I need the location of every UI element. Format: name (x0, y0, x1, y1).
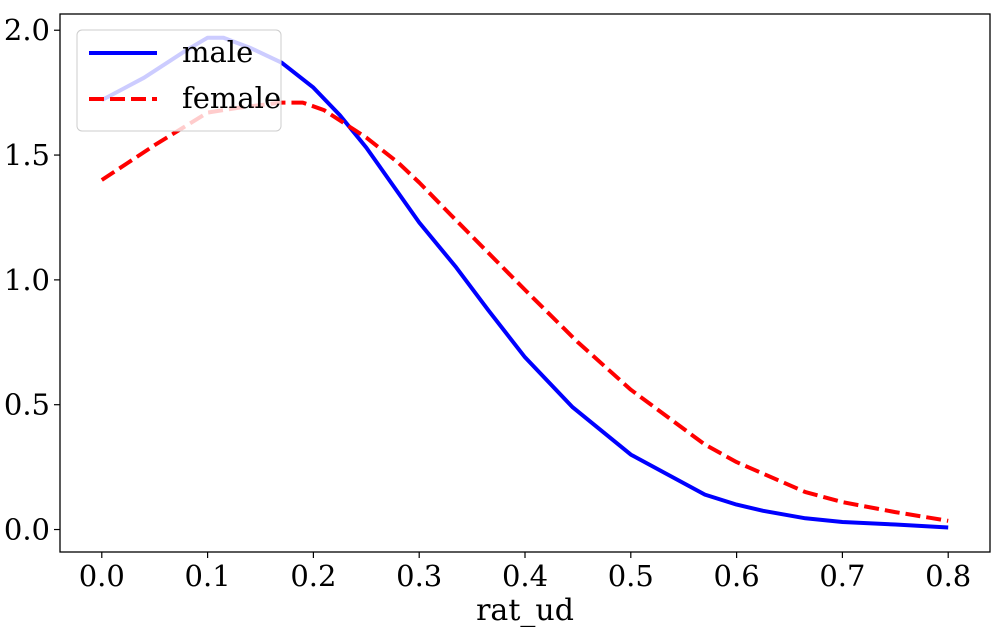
legend-label-female: female (182, 81, 281, 115)
x-tick-label: 0.1 (185, 559, 231, 593)
y-tick-label: 1.5 (4, 138, 50, 172)
legend-label-male: male (182, 35, 253, 69)
y-tick-label: 0.5 (4, 388, 50, 422)
plot-frame (59, 13, 991, 553)
axes-layer: 0.0 0.1 0.2 0.3 0.4 0.5 0.6 0.7 0.8 0.0 0.5 1.0 1.5 2… (4, 13, 971, 593)
x-tick-label: 0.3 (396, 559, 442, 593)
x-axis-label: rat_ud (476, 593, 574, 628)
x-tick-label: 0.0 (79, 559, 125, 593)
x-tick-label: 0.8 (925, 559, 971, 593)
x-tick-label: 0.4 (502, 559, 548, 593)
y-tick-label: 1.0 (4, 263, 50, 297)
legend-box (76, 29, 282, 132)
x-tick-label: 0.2 (290, 559, 336, 593)
x-tick-label: 0.5 (608, 559, 654, 593)
series-line-female (100, 100, 949, 523)
y-tick-label: 2.0 (4, 13, 50, 47)
x-tick-label: 0.6 (714, 559, 760, 593)
y-tick-label: 0.0 (4, 513, 50, 547)
x-tick-label: 0.7 (819, 559, 865, 593)
legend: male female (76, 29, 282, 132)
